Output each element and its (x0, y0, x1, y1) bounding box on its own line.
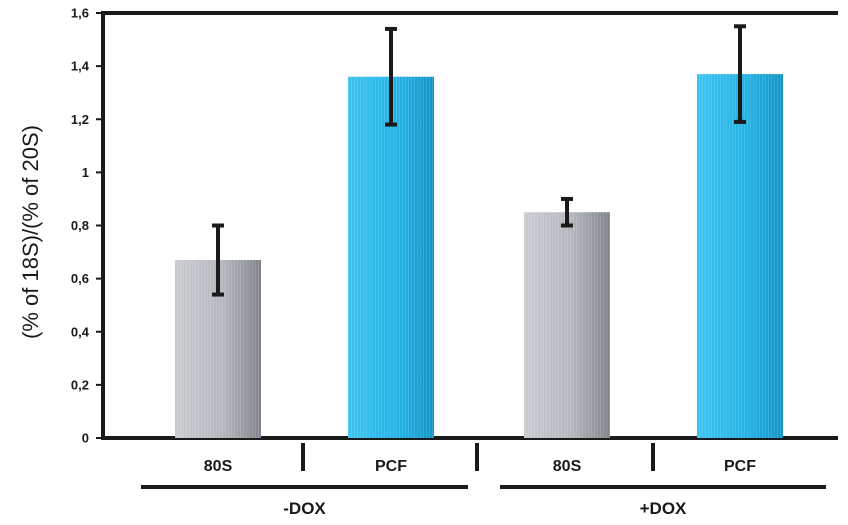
x-category-label: 80S (204, 458, 233, 475)
y-tick-label: 0 (82, 431, 89, 446)
y-tick-label: 1,2 (71, 112, 89, 127)
y-tick-label: 0,8 (71, 218, 89, 233)
x-category-label: 80S (553, 458, 582, 475)
x-category-label: PCF (375, 458, 407, 475)
bar-texture (348, 76, 434, 438)
group-label: +DOX (640, 499, 687, 518)
x-axis: 80S PCF 80S PCF (204, 443, 756, 475)
y-tick-label: 0,4 (71, 324, 90, 339)
group-label: -DOX (283, 499, 326, 518)
x-category-label: PCF (724, 458, 756, 475)
y-tick-label: 0,6 (71, 271, 89, 286)
y-tick-label: 1,6 (71, 6, 89, 21)
group-axis: -DOX +DOX (141, 485, 826, 518)
y-axis-label: (% of 18S)/(% of 20S) (18, 125, 43, 339)
y-tick-label: 1 (82, 165, 89, 180)
y-tick-label: 1,4 (71, 59, 90, 74)
bar-texture (697, 74, 783, 438)
y-axis: 0 0,2 0,4 0,6 0,8 1 1,2 1,4 1,6 (71, 6, 103, 446)
y-tick-label: 0,2 (71, 377, 89, 392)
bars (175, 74, 783, 438)
error-bars (212, 24, 746, 297)
bar-texture (524, 212, 610, 438)
